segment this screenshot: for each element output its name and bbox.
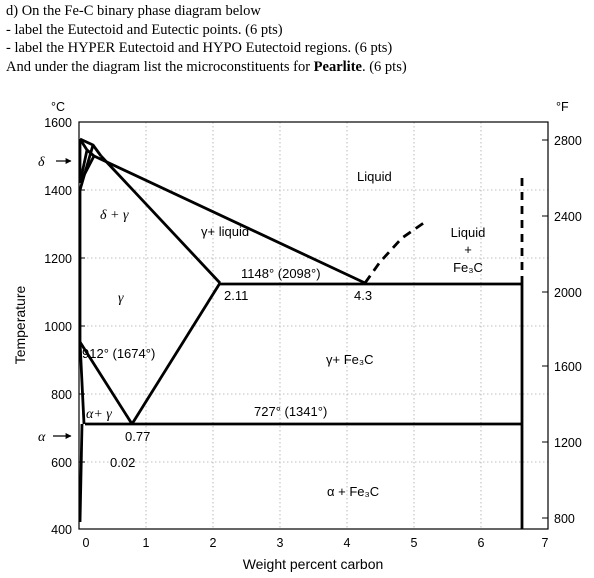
label-eutectoid-temp: 727° (1341°) — [254, 404, 327, 419]
x-axis-title: Weight percent carbon — [243, 556, 384, 572]
phase-gamma-fe3c: γ+ Fe₃C — [326, 352, 374, 367]
unit-celsius: °C — [51, 100, 65, 114]
phase-liquid-fe3c-line1: Liquid — [451, 225, 486, 240]
question-line-2: - label the Eutectoid and Eutectic point… — [6, 21, 283, 38]
phase-alpha-gamma: α+ γ — [86, 407, 112, 422]
phase-delta: δ — [38, 155, 45, 170]
f-tick-800: 800 — [554, 512, 575, 526]
label-2-11: 2.11 — [224, 288, 248, 303]
y-tick-800: 800 — [51, 388, 72, 402]
label-4-3: 4.3 — [354, 288, 372, 303]
question-line-1: d) On the Fe-C binary phase diagram belo… — [6, 3, 261, 19]
f-tick-2000: 2000 — [554, 286, 582, 300]
x-tick-0: 0 — [83, 536, 90, 550]
right-ticks — [542, 139, 548, 519]
label-912: 912° (1674°) — [82, 346, 155, 361]
y-tick-1000: 1000 — [44, 320, 72, 334]
liquidus-fe3c-dashed — [363, 218, 429, 284]
label-0-02: 0.02 — [110, 455, 135, 470]
phase-boundaries — [78, 137, 524, 529]
phase-delta-gamma: δ + γ — [100, 208, 129, 223]
right-tick-labels: 2800 2400 2000 1600 1200 800 — [554, 134, 582, 526]
y-tick-1600: 1600 — [44, 116, 72, 130]
phase-liquid: Liquid — [357, 169, 392, 184]
y-tick-1200: 1200 — [44, 252, 72, 266]
x-tick-3: 3 — [277, 536, 284, 550]
phase-gamma: γ — [118, 291, 124, 306]
f-tick-1600: 1600 — [554, 360, 582, 374]
question-text: d) On the Fe-C binary phase diagram belo… — [6, 2, 586, 76]
question-line-4-prefix: And under the diagram list the microcons… — [6, 58, 314, 75]
phase-liquid-fe3c-line3: Fe₃C — [453, 260, 483, 275]
label-eutectic-temp: 1148° (2098°) — [241, 266, 321, 281]
x-tick-5: 5 — [411, 536, 418, 550]
question-line-4-suffix: . (6 pts) — [361, 58, 407, 75]
question-pearlite: Pearlite — [313, 58, 362, 75]
phase-liquid-fe3c-line2: + — [464, 242, 472, 257]
unit-fahrenheit: °F — [556, 100, 569, 114]
left-tick-labels: 1600 1400 1200 1000 800 600 400 — [44, 116, 72, 537]
y-tick-1400: 1400 — [44, 184, 72, 198]
f-tick-1200: 1200 — [554, 436, 582, 450]
x-tick-labels: 0 1 2 3 4 5 6 7 — [83, 536, 549, 550]
x-tick-7: 7 — [542, 536, 549, 550]
x-tick-2: 2 — [210, 536, 217, 550]
label-0-77: 0.77 — [125, 429, 150, 444]
question-line-3: - label the HYPER Eutectoid and HYPO Eut… — [6, 40, 393, 56]
f-tick-2400: 2400 — [554, 210, 582, 224]
y-tick-600: 600 — [51, 456, 72, 470]
x-tick-6: 6 — [478, 536, 485, 550]
phase-alpha-fe3c: α + Fe₃C — [327, 484, 379, 499]
y-axis-title: Temperature — [12, 285, 28, 364]
f-tick-2800: 2800 — [554, 134, 582, 148]
y-tick-400: 400 — [51, 523, 72, 537]
phase-gamma-liquid: γ+ liquid — [201, 224, 249, 239]
question-line-4: And under the diagram list the microcons… — [6, 58, 586, 77]
x-tick-1: 1 — [143, 536, 150, 550]
x-tick-4: 4 — [344, 536, 351, 550]
phase-alpha: α — [38, 430, 46, 445]
